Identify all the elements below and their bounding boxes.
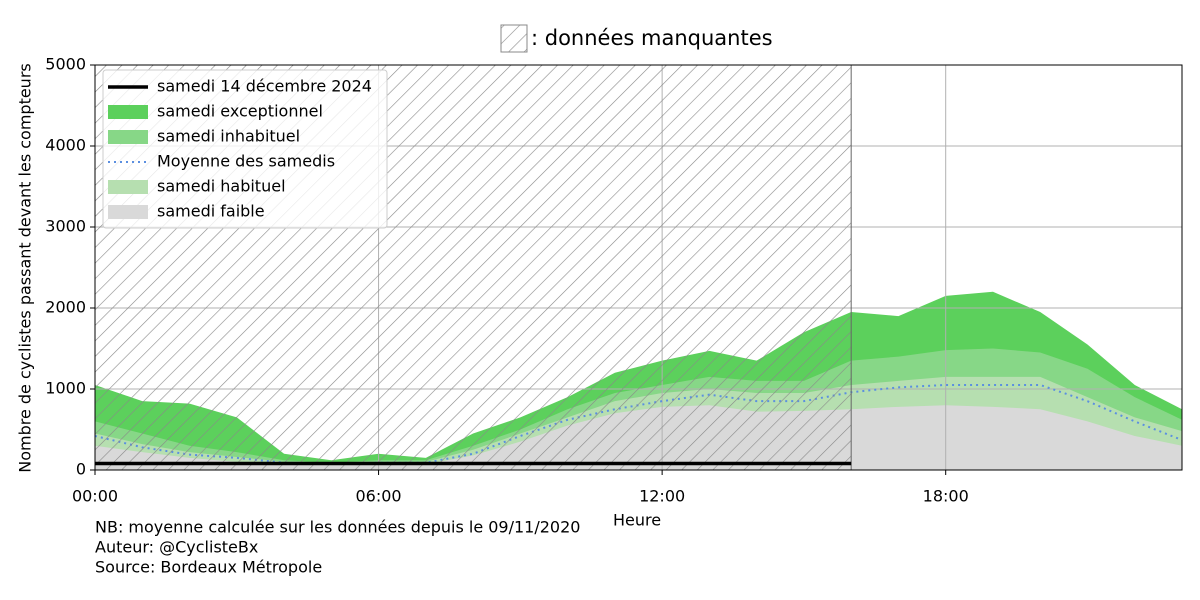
legend-label: samedi inhabituel (157, 127, 300, 146)
y-tick-label: 3000 (45, 217, 86, 236)
x-tick-label: 18:00 (923, 487, 969, 506)
legend-label: samedi 14 décembre 2024 (157, 77, 372, 96)
y-tick-label: 2000 (45, 298, 86, 317)
x-tick-label: 12:00 (639, 487, 685, 506)
y-tick-label: 1000 (45, 379, 86, 398)
legend-swatch (108, 130, 148, 144)
missing-legend-swatch (500, 24, 528, 53)
legend-swatch (108, 180, 148, 194)
mean-line (94, 383, 1183, 465)
x-axis-label: Heure (613, 511, 661, 530)
axes-frame (94, 64, 1183, 471)
legend-box (102, 69, 388, 229)
missing-legend-label: : données manquantes (531, 26, 773, 50)
legend-swatch (108, 105, 148, 119)
legend-label: samedi habituel (157, 177, 286, 196)
y-tick-label: 5000 (45, 55, 86, 74)
y-axis-label: Nombre de cyclistes passant devant les c… (16, 63, 35, 473)
legend-label: Moyenne des samedis (157, 152, 335, 171)
x-tick-label: 06:00 (356, 487, 402, 506)
x-tick-label: 00:00 (72, 487, 118, 506)
legend-swatch (108, 205, 148, 219)
note: Auteur: @CyclisteBx (95, 538, 258, 557)
note: NB: moyenne calculée sur les données dep… (95, 518, 580, 537)
plot: 00:00 06:00 12:00 18:00 0 1000 2000 3000 4000 500… (45, 55, 1183, 506)
note: Source: Bordeaux Métropole (95, 558, 322, 577)
legend-label: samedi exceptionnel (157, 102, 323, 121)
legend-label: samedi faible (157, 202, 265, 221)
y-tick-label: 0 (76, 460, 86, 479)
y-tick-label: 4000 (45, 136, 86, 155)
